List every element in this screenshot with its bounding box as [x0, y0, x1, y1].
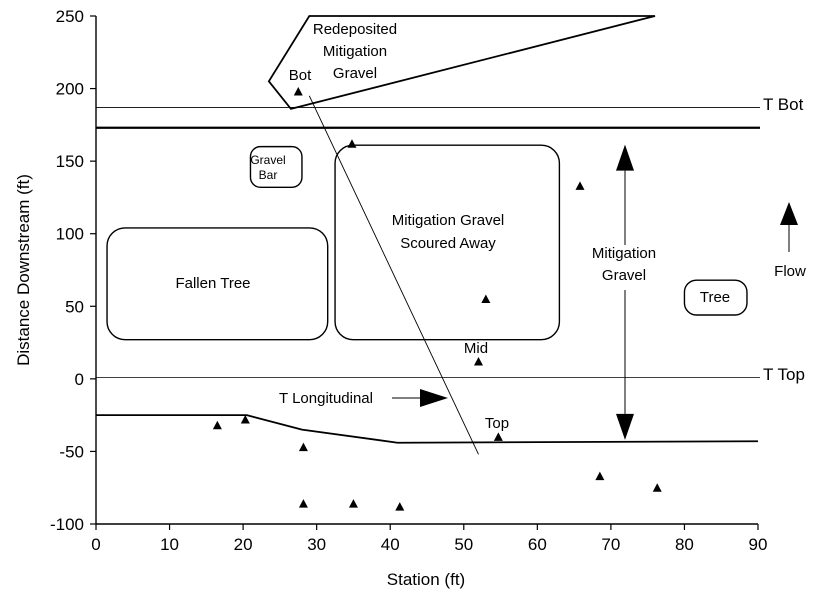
annotation-t-longitudinal: T Longitudinal: [279, 390, 373, 407]
mitigation-arrowhead-up: [616, 144, 634, 171]
data-point: [493, 432, 503, 441]
x-axis-title: Station (ft): [387, 570, 465, 589]
data-point: [293, 86, 303, 96]
data-point: [347, 139, 357, 148]
region-label-fallen-tree: Fallen Tree: [175, 275, 250, 292]
data-point: [212, 420, 222, 430]
region-label-scoured-away: Scoured Away: [400, 235, 496, 252]
y-tick-label: 150: [56, 152, 84, 171]
annotation-redeposited: Redeposited: [313, 21, 397, 38]
x-tick-label: 50: [454, 535, 473, 554]
mitigation-arrowhead-down: [616, 413, 634, 440]
annotation-mitigation-gravel: Gravel: [602, 267, 646, 284]
x-tick-label: 20: [234, 535, 253, 554]
x-tick-label: 60: [528, 535, 547, 554]
data-point: [298, 499, 308, 508]
y-tick-label: 100: [56, 225, 84, 244]
data-point: [652, 483, 662, 492]
region-box: [249, 145, 303, 188]
y-tick-label: -50: [59, 442, 84, 461]
region-label-tree: Tree: [700, 289, 730, 306]
y-tick-label: 200: [56, 80, 84, 99]
x-tick-label: 30: [307, 535, 326, 554]
annotation-t-bot: T Bot: [763, 95, 804, 114]
annotation-t-top: T Top: [763, 365, 805, 384]
data-point: [595, 471, 605, 481]
data-point: [348, 499, 358, 508]
annotation-redeposited: Mitigation: [323, 43, 387, 60]
annotation-redeposited: Gravel: [333, 65, 377, 82]
x-tick-label: 10: [160, 535, 179, 554]
region-label-gravel-bar: Bar: [259, 168, 278, 182]
x-tick-label: 90: [749, 535, 768, 554]
data-point: [240, 414, 250, 424]
data-point: [395, 502, 405, 511]
lines-layer: [96, 15, 798, 455]
y-tick-label: -100: [50, 515, 84, 534]
data-point: [481, 294, 491, 304]
x-tick-label: 70: [601, 535, 620, 554]
y-tick-label: 50: [65, 297, 84, 316]
annotation-bot: Bot: [289, 67, 312, 84]
annotation-mid: Mid: [464, 340, 488, 357]
regions-layer: [106, 144, 748, 341]
x-tick-label: 0: [91, 535, 100, 554]
region-box: [106, 227, 329, 341]
y-tick-label: 0: [75, 370, 84, 389]
annotation-mitigation-gravel: Mitigation: [592, 245, 656, 262]
region-label-scoured-away: Mitigation Gravel: [392, 212, 505, 229]
region-label-gravel-bar: Gravel: [250, 153, 285, 167]
longitudinal-line: [308, 95, 479, 455]
data-point: [575, 181, 585, 190]
data-point: [298, 442, 308, 452]
y-tick-label: 250: [56, 7, 84, 26]
bank-line: [96, 414, 759, 444]
data-point: [473, 356, 483, 366]
redeposited-outline: [267, 15, 656, 110]
x-tick-label: 40: [381, 535, 400, 554]
region-box: [334, 144, 561, 341]
annotation-flow: Flow: [774, 263, 806, 280]
longitudinal-arrowhead: [420, 389, 448, 407]
region-box: [683, 279, 748, 316]
flow-arrowhead: [780, 202, 798, 225]
y-axis-title: Distance Downstream (ft): [14, 174, 33, 366]
axes-layer: 0 10 20 30 40 50 60 70 80 90 250 200 150 100 50 0 -50 -10…: [50, 7, 767, 554]
x-tick-label: 80: [675, 535, 694, 554]
points-layer: [212, 86, 662, 511]
annotation-top: Top: [485, 415, 509, 432]
